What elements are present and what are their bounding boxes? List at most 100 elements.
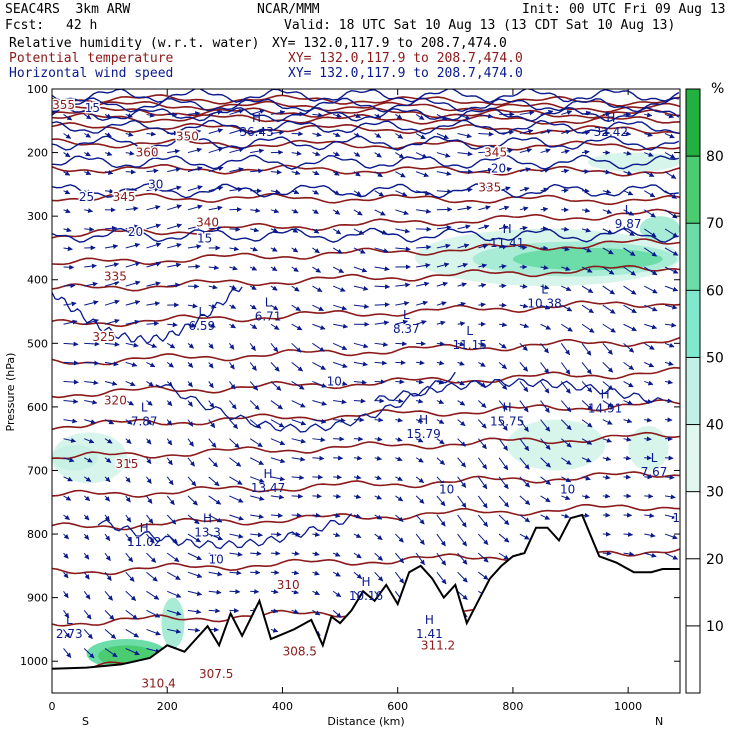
wind-vector (561, 187, 569, 193)
wind-vector (146, 590, 160, 600)
wind-vector (332, 342, 348, 350)
wind-vector (353, 190, 362, 197)
wind-vector (187, 590, 203, 596)
wind-vector (498, 244, 508, 250)
terrain-line (52, 513, 680, 670)
wind-vector (83, 533, 90, 540)
wind-vector (374, 571, 384, 582)
wind-vector (540, 438, 551, 450)
wind-label: 10 (560, 483, 575, 497)
wind-vector (249, 285, 257, 290)
wind-vector (104, 299, 120, 306)
wind-vector (416, 244, 432, 250)
theta-label: 308.5 (283, 645, 317, 659)
wind-vector (478, 361, 486, 367)
theta-contour (52, 503, 680, 531)
colorbar-label: 10 (706, 619, 724, 635)
wind-vector (229, 167, 244, 173)
extremum-marker: L (625, 203, 632, 217)
x-tick-label: 400 (272, 700, 293, 713)
wind-vector (84, 341, 100, 347)
wind-vector (146, 419, 152, 426)
wind-vector (291, 456, 306, 462)
wind-vector (250, 246, 258, 252)
wind-vector (374, 494, 382, 500)
theta-contour (52, 112, 680, 125)
wind-vector (187, 342, 194, 349)
wind-vector (498, 438, 508, 451)
wind-vector (353, 285, 369, 291)
wind-vector (229, 570, 242, 576)
wind-vector (374, 398, 385, 404)
wind-vector (374, 302, 390, 308)
wind-vector (63, 152, 71, 158)
wind-vector (602, 169, 611, 175)
wind-vector (270, 227, 279, 233)
wind-vector (229, 514, 244, 521)
wind-vector (104, 571, 112, 581)
wind-vector (208, 533, 224, 541)
wind-vector (560, 362, 571, 375)
wind-vector (436, 189, 453, 195)
wind-label: 10 (209, 552, 224, 566)
wind-vector (644, 209, 656, 218)
wind-vector (415, 114, 425, 120)
wind-vector (270, 457, 286, 464)
wind-vector (623, 361, 635, 371)
wind-vector (519, 362, 529, 372)
wind-vector (83, 648, 95, 659)
wind-vector (166, 495, 175, 506)
wind-vector (208, 225, 222, 231)
wind-vector (664, 209, 678, 219)
humidity-area (161, 597, 185, 649)
wind-vector (146, 552, 157, 563)
wind-vector (540, 206, 549, 212)
wind-vector (457, 133, 472, 139)
wind-vector (229, 343, 235, 350)
theta-label: 315 (115, 457, 138, 471)
theta-label: 335 (104, 270, 127, 284)
wind-vector (63, 418, 78, 424)
wind-vector (249, 400, 260, 410)
wind-vector (208, 419, 216, 429)
wind-vector (291, 208, 299, 214)
wind-vector (291, 361, 304, 372)
wind-vector (395, 533, 404, 543)
wind-vector (498, 362, 507, 370)
wind-vector (104, 648, 118, 658)
wind-vector (540, 457, 551, 468)
wind-vector (561, 323, 573, 332)
wind-vector (374, 514, 383, 520)
wind-vector (250, 109, 266, 115)
axes: 0 200 400 600 800 1000 100 200 300 400 500 600 700 80… (20, 83, 680, 713)
wind-vector (623, 323, 637, 332)
wind-vector (125, 381, 136, 387)
wind-vector (291, 111, 305, 117)
wind-vector (167, 223, 183, 230)
wind-vector (498, 495, 510, 508)
wind-vector (125, 571, 135, 582)
wind-vector (498, 419, 508, 431)
wind-vector (478, 186, 493, 192)
x-tick-label: 0 (49, 700, 56, 713)
wind-vector (63, 341, 79, 347)
wind-vector (478, 263, 488, 269)
wind-vector (644, 552, 657, 558)
wind-vector (644, 171, 655, 177)
wind-vector (395, 495, 404, 502)
wind-vector (270, 476, 286, 482)
field-xy-theta: XY= 132.0,117.9 to 208.7,474.0 (288, 51, 523, 66)
wind-vector (374, 436, 383, 442)
wind-vector (353, 494, 362, 499)
wind-vector (457, 571, 468, 583)
wind-vector (499, 264, 507, 270)
wind-vector (187, 438, 194, 447)
wind-vector (63, 552, 69, 559)
forecast-hour: 42 h (66, 18, 98, 33)
wind-vector (374, 171, 383, 178)
wind-vector (519, 381, 529, 393)
wind-vector (519, 342, 528, 351)
extremum-marker: L (466, 324, 473, 338)
wind-vector (125, 609, 138, 620)
wind-vector (229, 147, 245, 154)
